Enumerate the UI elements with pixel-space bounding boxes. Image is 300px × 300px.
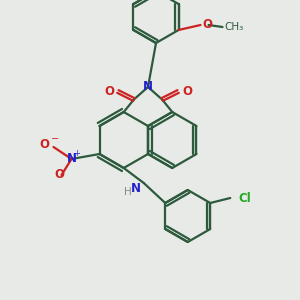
- Text: O: O: [104, 85, 114, 98]
- Text: −: −: [51, 134, 60, 144]
- Text: H: H: [124, 187, 132, 197]
- Text: N: N: [131, 182, 141, 194]
- Text: CH₃: CH₃: [224, 22, 244, 32]
- Text: O: O: [40, 139, 50, 152]
- Text: Cl: Cl: [238, 191, 251, 205]
- Text: O: O: [55, 168, 64, 181]
- Text: N: N: [67, 152, 76, 166]
- Text: +: +: [73, 148, 80, 158]
- Text: N: N: [143, 80, 153, 94]
- Text: O: O: [182, 85, 192, 98]
- Text: O: O: [202, 19, 212, 32]
